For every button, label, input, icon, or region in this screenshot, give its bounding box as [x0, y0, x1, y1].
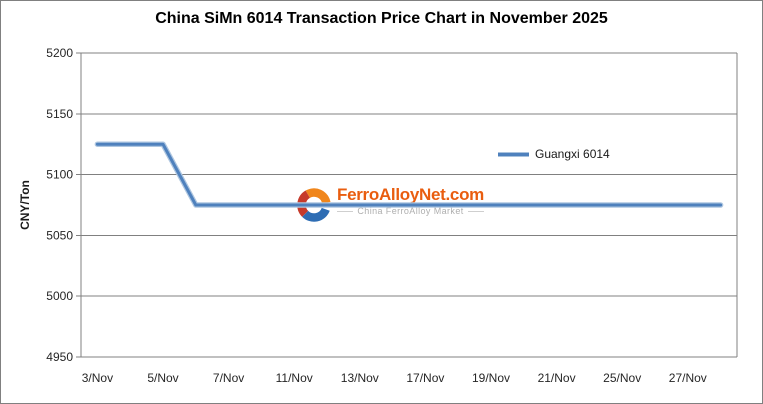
- x-tick-label: 13/Nov: [341, 371, 379, 385]
- tagline-dash-left: [337, 210, 354, 212]
- x-tick-label: 5/Nov: [147, 371, 178, 385]
- x-tick-label: 21/Nov: [538, 371, 576, 385]
- x-tick-label: 3/Nov: [82, 371, 113, 385]
- y-tick-label: 5100: [46, 168, 73, 182]
- x-tick-label: 7/Nov: [213, 371, 244, 385]
- y-tick-label: 5000: [46, 289, 73, 303]
- tagline-dash-right: [467, 210, 485, 212]
- series-line: [95, 142, 723, 207]
- chart-title: China SiMn 6014 Transaction Price Chart …: [155, 10, 608, 27]
- legend-line-marker: [498, 151, 529, 157]
- watermark-text: FerroAlloyNet.com China FerroAlloy Marke…: [337, 186, 484, 216]
- y-tick-label: 5050: [46, 228, 73, 242]
- watermark-tagline: China FerroAlloy Market: [357, 206, 464, 216]
- y-tick-label: 5200: [46, 46, 73, 60]
- watermark-tagline-row: China FerroAlloy Market: [337, 206, 485, 216]
- x-tick-label: 27/Nov: [669, 371, 707, 385]
- y-tick-label: 5150: [46, 107, 73, 121]
- watermark-brand: FerroAlloyNet.com: [337, 185, 484, 204]
- legend: Guangxi 6014: [498, 147, 610, 161]
- x-tick-label: 11/Nov: [276, 371, 313, 385]
- x-tick-label: 17/Nov: [406, 371, 444, 385]
- y-tick-label: 4950: [46, 350, 73, 364]
- x-tick-label: 25/Nov: [603, 371, 641, 385]
- x-tick-label: 19/Nov: [472, 371, 510, 385]
- legend-label: Guangxi 6014: [535, 147, 610, 161]
